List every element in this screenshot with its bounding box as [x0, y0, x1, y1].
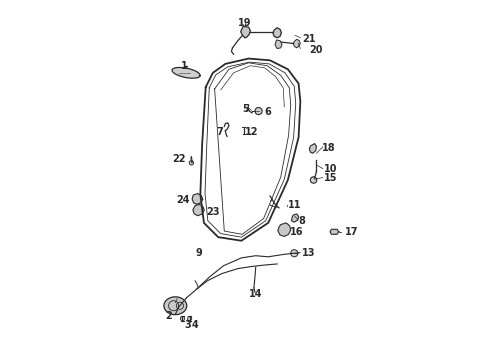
Polygon shape: [292, 214, 298, 222]
Text: 13: 13: [302, 248, 316, 258]
Circle shape: [188, 316, 192, 321]
Polygon shape: [172, 67, 200, 78]
Polygon shape: [273, 28, 281, 38]
Text: 10: 10: [323, 164, 337, 174]
Circle shape: [180, 316, 185, 321]
Text: 1: 1: [181, 61, 188, 71]
Polygon shape: [309, 144, 317, 153]
Polygon shape: [293, 39, 300, 48]
Circle shape: [310, 177, 317, 183]
Polygon shape: [275, 40, 282, 49]
Text: 4: 4: [192, 320, 198, 330]
Text: 6: 6: [265, 107, 271, 117]
Text: 21: 21: [302, 34, 316, 44]
Text: 19: 19: [238, 18, 252, 28]
Text: 8: 8: [298, 216, 305, 226]
Polygon shape: [193, 204, 204, 216]
Text: 14: 14: [249, 289, 263, 299]
Polygon shape: [164, 297, 187, 315]
Text: 2: 2: [165, 311, 172, 321]
Circle shape: [189, 161, 194, 165]
Polygon shape: [278, 223, 291, 237]
Polygon shape: [192, 194, 203, 204]
Text: 23: 23: [206, 207, 220, 217]
Text: 5: 5: [242, 104, 248, 113]
Text: 12: 12: [245, 127, 259, 137]
Polygon shape: [241, 26, 250, 38]
Circle shape: [255, 108, 262, 114]
Circle shape: [291, 249, 298, 257]
Text: 20: 20: [309, 45, 323, 55]
Text: 9: 9: [196, 248, 202, 258]
Polygon shape: [330, 229, 339, 234]
Text: 16: 16: [290, 227, 303, 237]
Text: 18: 18: [322, 143, 336, 153]
Text: 7: 7: [217, 127, 223, 137]
Text: 17: 17: [345, 227, 359, 237]
Text: 24: 24: [176, 195, 190, 204]
Text: 3: 3: [184, 320, 191, 330]
Text: 22: 22: [172, 154, 186, 163]
Text: 15: 15: [323, 173, 337, 183]
Text: 11: 11: [288, 200, 301, 210]
